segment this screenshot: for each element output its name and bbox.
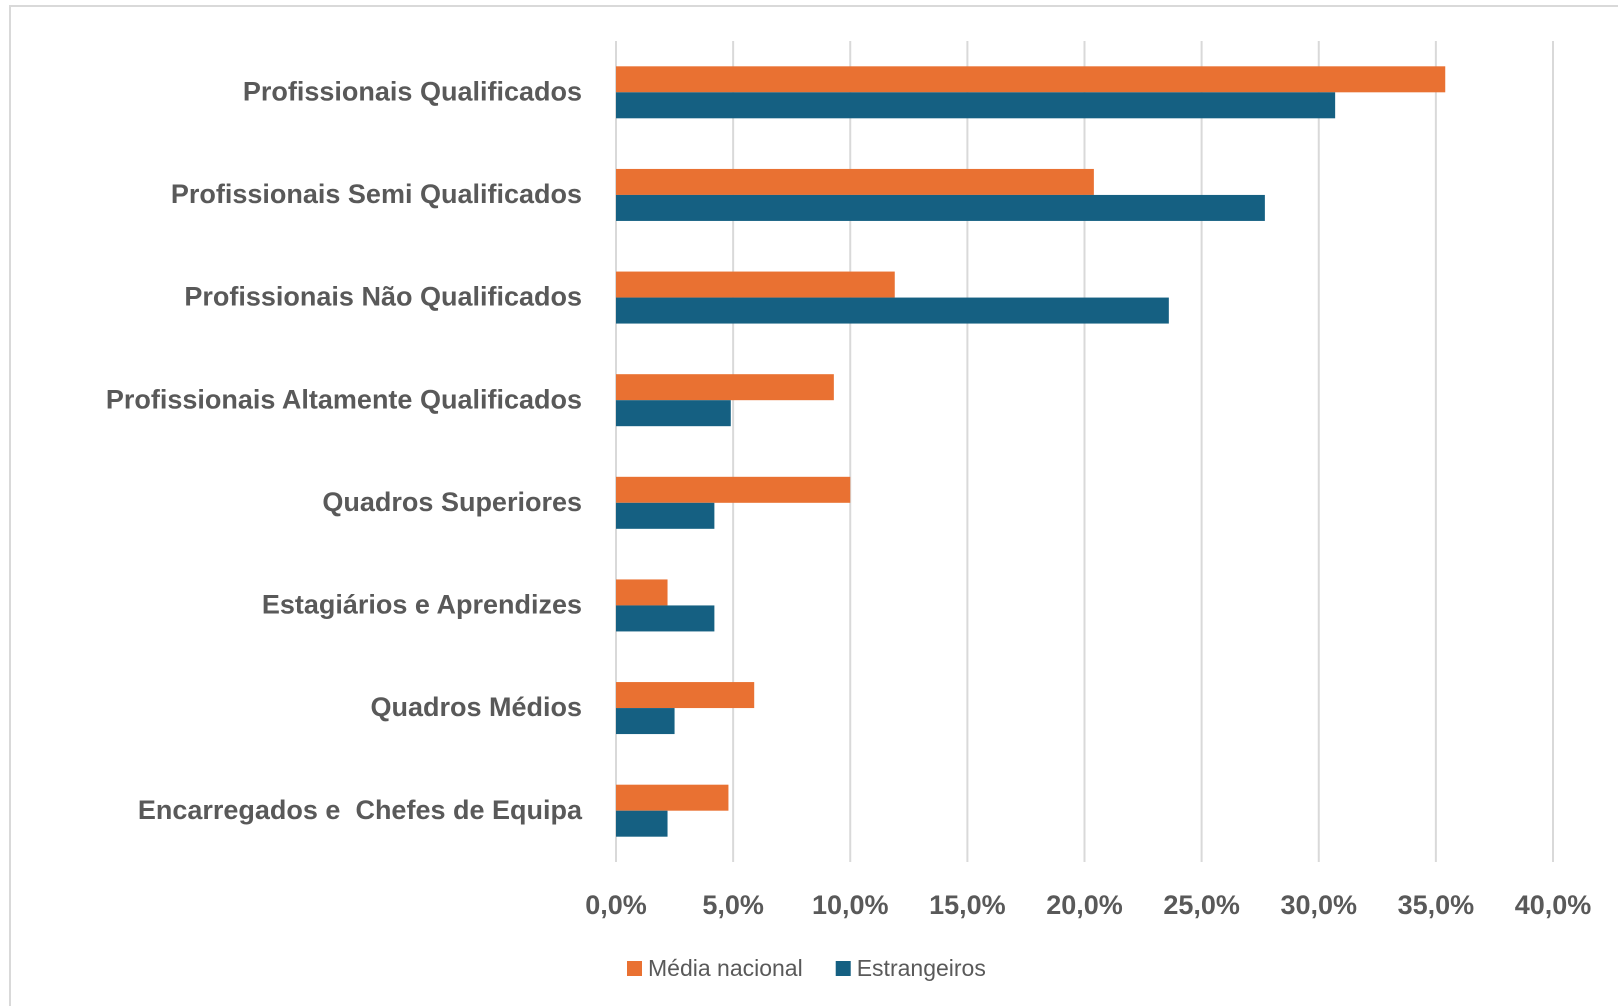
bar bbox=[616, 579, 668, 606]
bar bbox=[616, 784, 729, 811]
legend-label: Estrangeiros bbox=[857, 955, 986, 981]
bar bbox=[616, 476, 851, 503]
x-tick-label: 10,0% bbox=[812, 890, 889, 920]
bar bbox=[616, 502, 715, 529]
legend-label: Média nacional bbox=[648, 955, 803, 981]
bar bbox=[616, 810, 668, 837]
bar bbox=[616, 682, 755, 709]
y-tick-label: Quadros Superiores bbox=[322, 487, 582, 517]
x-tick-label: 30,0% bbox=[1280, 890, 1357, 920]
y-tick-label: Encarregados e Chefes de Equipa bbox=[138, 795, 583, 825]
bar bbox=[616, 194, 1265, 221]
y-tick-label: Profissionais Semi Qualificados bbox=[171, 179, 582, 209]
y-tick-label: Quadros Médios bbox=[370, 692, 582, 722]
x-tick-label: 0,0% bbox=[585, 890, 647, 920]
bar bbox=[616, 605, 715, 632]
x-tick-label: 40,0% bbox=[1515, 890, 1592, 920]
bar bbox=[616, 92, 1336, 119]
bar bbox=[616, 66, 1446, 93]
x-tick-label: 15,0% bbox=[929, 890, 1006, 920]
y-tick-label: Profissionais Altamente Qualificados bbox=[106, 384, 582, 414]
bar bbox=[616, 168, 1094, 195]
bar bbox=[616, 271, 895, 298]
legend-swatch bbox=[835, 961, 851, 976]
y-tick-label: Profissionais Não Qualificados bbox=[184, 282, 582, 312]
bar bbox=[616, 400, 731, 427]
y-tick-label: Estagiários e Aprendizes bbox=[262, 590, 582, 620]
x-tick-label: 5,0% bbox=[702, 890, 764, 920]
bar bbox=[616, 374, 834, 401]
y-tick-label: Profissionais Qualificados bbox=[243, 76, 582, 106]
x-tick-label: 35,0% bbox=[1398, 890, 1475, 920]
bar bbox=[616, 708, 675, 735]
chart-frame bbox=[9, 5, 1618, 1006]
bar bbox=[616, 297, 1169, 324]
x-tick-label: 25,0% bbox=[1163, 890, 1240, 920]
x-tick-label: 20,0% bbox=[1046, 890, 1123, 920]
legend-swatch bbox=[627, 961, 642, 976]
